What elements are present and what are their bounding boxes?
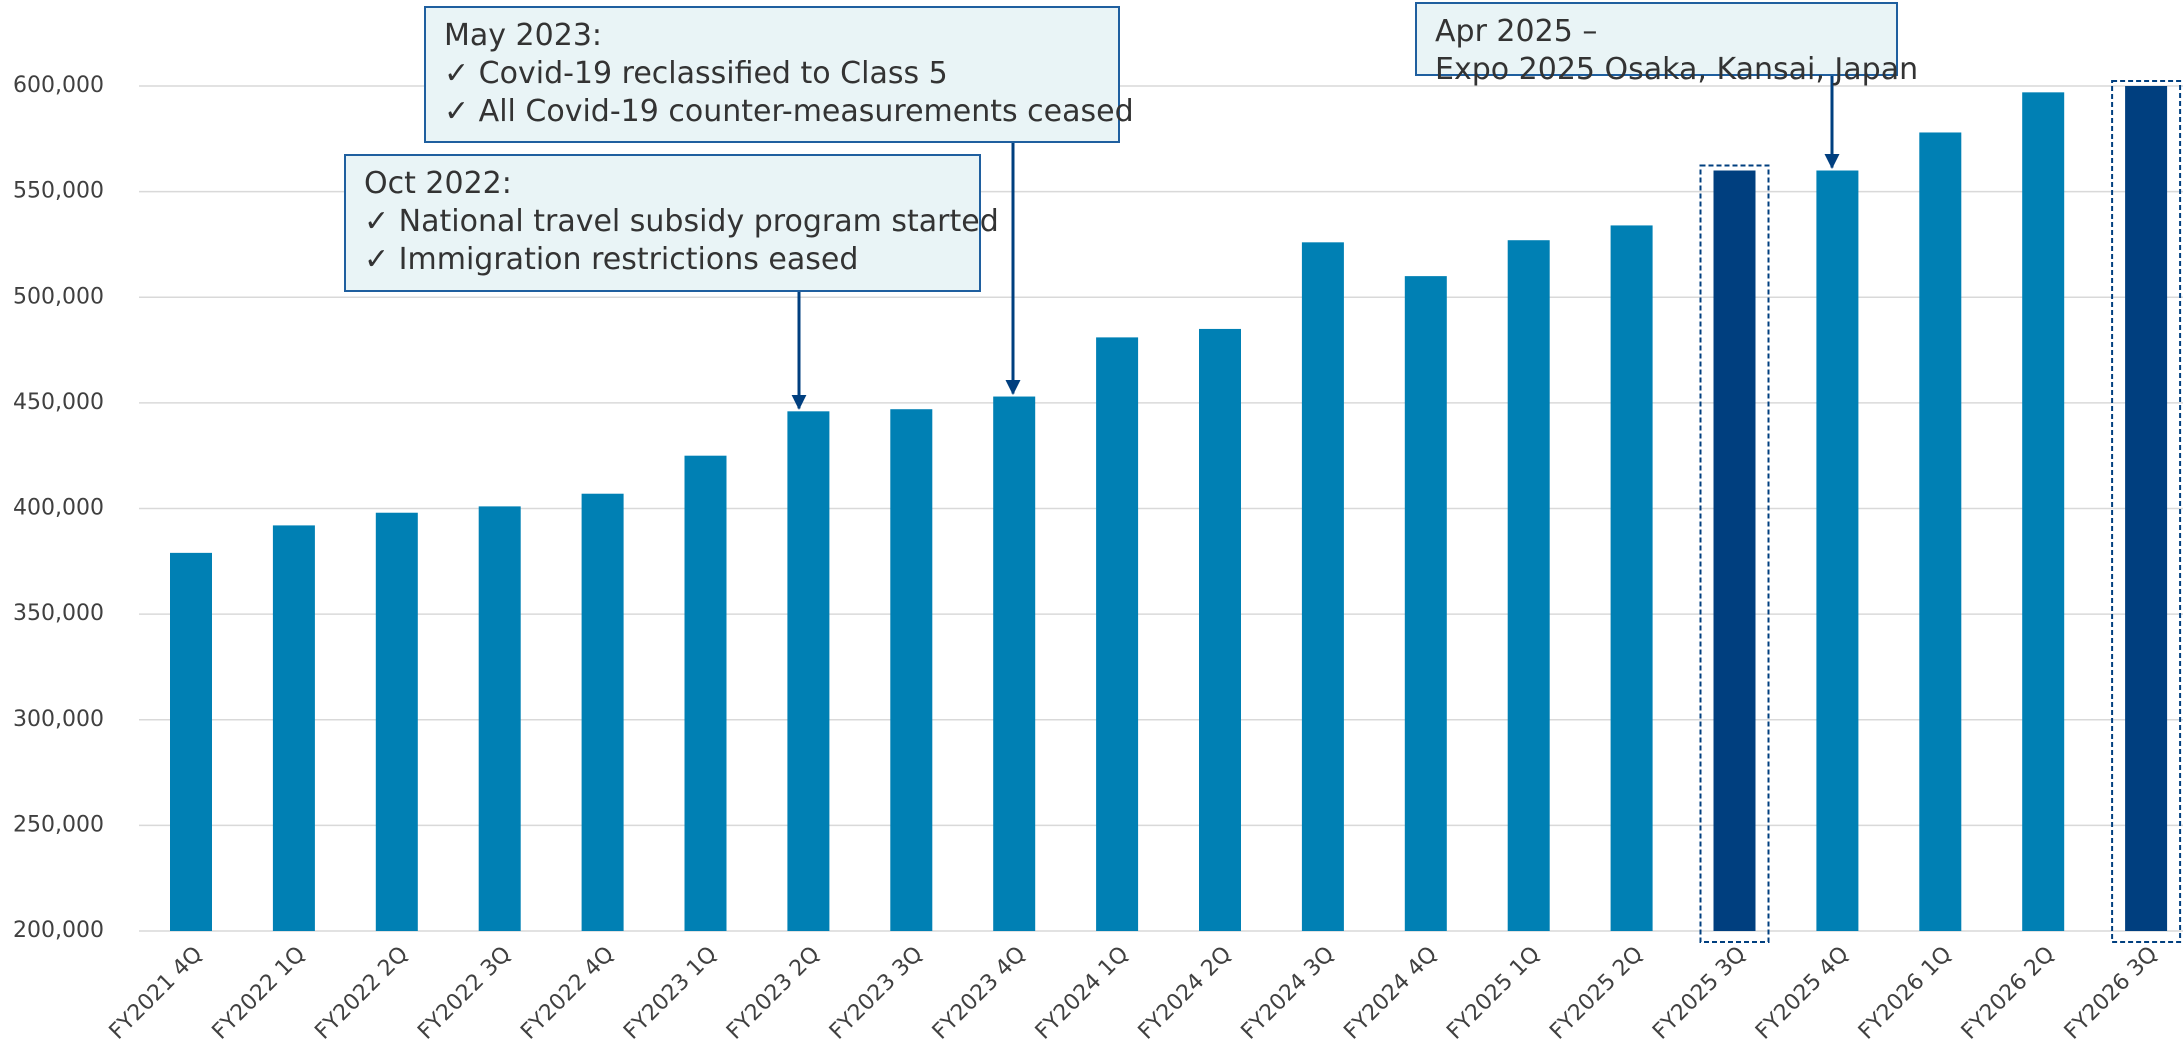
y-tick-label: 250,000 (13, 812, 104, 837)
bar (2125, 86, 2168, 931)
bar (170, 552, 212, 931)
x-tick-label: FY2025 3Q (1648, 942, 1751, 1041)
annotation-box (344, 154, 981, 292)
bar (684, 455, 727, 931)
bar (1919, 132, 1962, 932)
bar (2022, 92, 2065, 931)
annotation-text: ✓ Covid-19 reclassified to Class 5 (444, 56, 948, 91)
bar (890, 409, 933, 931)
x-tick-label: FY2026 3Q (2060, 942, 2163, 1041)
x-tick-label: FY2022 2Q (310, 942, 413, 1041)
bar (993, 396, 1036, 932)
bar (375, 512, 418, 931)
x-tick-label: FY2022 4Q (516, 942, 619, 1041)
x-tick-label: FY2024 2Q (1134, 942, 1237, 1041)
bar (787, 411, 830, 931)
bar (1199, 328, 1241, 931)
annotation-text: May 2023: (444, 18, 602, 53)
y-tick-label: 200,000 (13, 918, 104, 943)
x-tick-label: FY2026 2Q (1957, 942, 2060, 1041)
y-tick-label: 500,000 (13, 284, 104, 309)
bar (581, 493, 624, 931)
annotation-text: ✓ All Covid-19 counter-measurements ceas… (444, 94, 1134, 129)
x-tick-label: FY2026 1Q (1854, 942, 1957, 1041)
x-tick-label: FY2025 2Q (1545, 942, 1648, 1041)
bar (1096, 337, 1139, 931)
y-tick-label: 300,000 (13, 707, 104, 732)
x-tick-label: FY2024 4Q (1339, 942, 1442, 1041)
annotation-text: Expo 2025 Osaka, Kansai, Japan (1435, 52, 1918, 87)
y-tick-label: 350,000 (13, 601, 104, 626)
y-tick-label: 550,000 (13, 179, 104, 204)
bar (272, 525, 315, 931)
x-tick-label: FY2022 1Q (208, 942, 311, 1041)
x-tick-label: FY2022 3Q (413, 942, 516, 1041)
annotation-text: ✓ National travel subsidy program starte… (364, 204, 999, 239)
highlight-box (1699, 164, 1770, 943)
x-tick-label: FY2023 2Q (722, 942, 825, 1041)
annotation-box (1415, 2, 1898, 76)
bar (1816, 170, 1859, 931)
x-tick-label: FY2021 4Q (105, 942, 208, 1041)
annotation-text: ✓ Immigration restrictions eased (364, 242, 858, 277)
bar (1404, 276, 1447, 931)
annotation-text: Apr 2025 – (1435, 14, 1597, 49)
bar (1301, 242, 1344, 931)
x-tick-label: FY2025 1Q (1442, 942, 1545, 1041)
bar (478, 506, 521, 931)
bar (1507, 240, 1550, 931)
y-tick-label: 600,000 (13, 73, 104, 98)
annotation-text: Oct 2022: (364, 166, 512, 201)
x-tick-label: FY2023 4Q (928, 942, 1031, 1041)
y-tick-label: 400,000 (13, 496, 104, 521)
x-tick-label: FY2024 1Q (1031, 942, 1134, 1041)
x-tick-label: FY2025 4Q (1751, 942, 1854, 1041)
x-tick-label: FY2023 1Q (619, 942, 722, 1041)
bar (1713, 170, 1756, 931)
x-tick-label: FY2023 3Q (825, 942, 928, 1041)
highlight-box (2111, 80, 2182, 943)
bar (1610, 225, 1653, 932)
annotation-box (424, 6, 1120, 143)
y-tick-label: 450,000 (13, 390, 104, 415)
x-tick-label: FY2024 3Q (1237, 942, 1340, 1041)
